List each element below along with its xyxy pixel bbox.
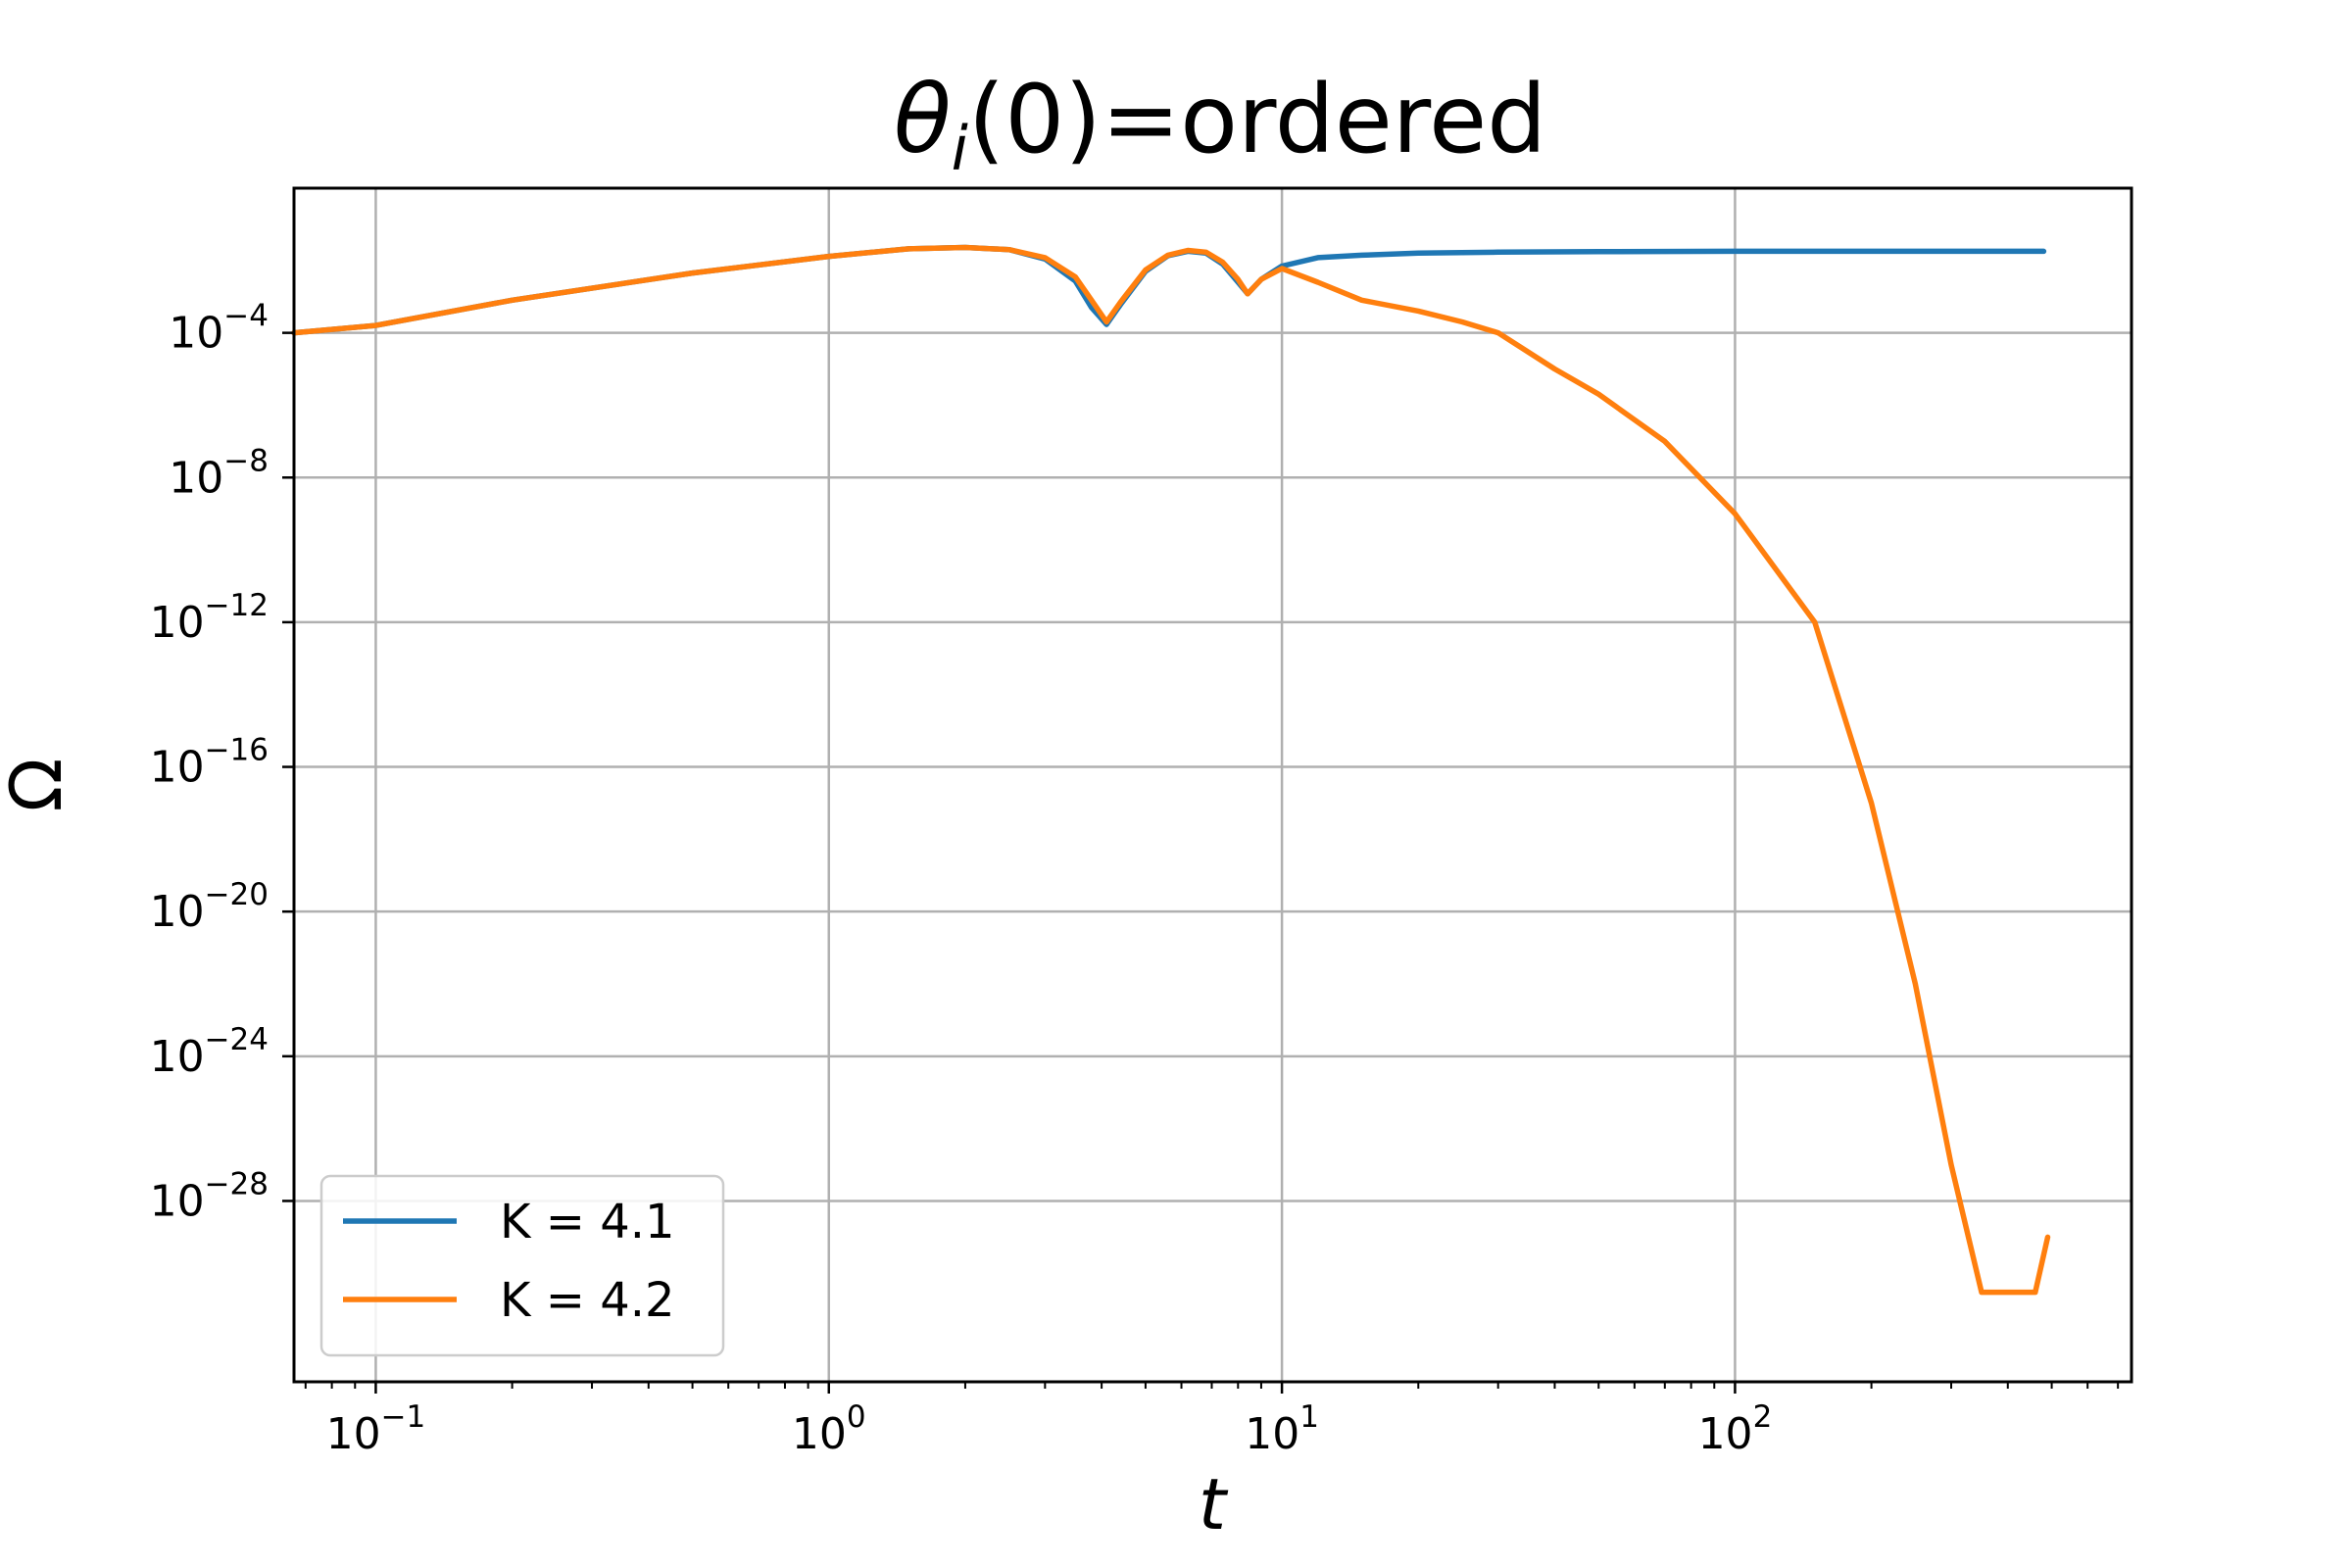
grid — [294, 188, 2132, 1382]
y-tick-label: 10−4 — [169, 299, 269, 359]
y-tick-label: 10−12 — [150, 588, 269, 648]
legend-label-k42: K = 4.2 — [500, 1273, 675, 1328]
x-tick-label: 100 — [792, 1399, 866, 1459]
title-symbol: θ — [894, 65, 952, 174]
x-tick-label: 101 — [1245, 1399, 1319, 1459]
plot-frame — [292, 186, 2133, 1384]
series-line-1 — [291, 244, 2051, 1296]
axis-ticks: 10−1 100 101 102 10−4 10−8 10−12 10−16 10−20 10−2… — [150, 299, 2120, 1459]
y-tick-label: 10−28 — [150, 1166, 269, 1226]
chart-title: θi(0)=ordered — [894, 65, 1546, 184]
x-tick-label: 102 — [1698, 1399, 1773, 1459]
series-layer — [291, 244, 2051, 1296]
y-tick-label: 10−24 — [150, 1022, 269, 1082]
x-tick-label: 10−1 — [326, 1399, 426, 1459]
title-rest: (0)=ordered — [968, 65, 1546, 174]
title-subscript: i — [952, 113, 968, 184]
legend: K = 4.1 K = 4.2 — [319, 1174, 725, 1357]
y-axis-label: Ω — [0, 758, 77, 811]
legend-label-k41: K = 4.1 — [500, 1195, 675, 1250]
y-tick-label: 10−20 — [150, 877, 269, 937]
y-tick-label: 10−8 — [169, 443, 269, 503]
x-axis-label: t — [1199, 1463, 1229, 1545]
y-tick-label: 10−16 — [150, 733, 269, 793]
